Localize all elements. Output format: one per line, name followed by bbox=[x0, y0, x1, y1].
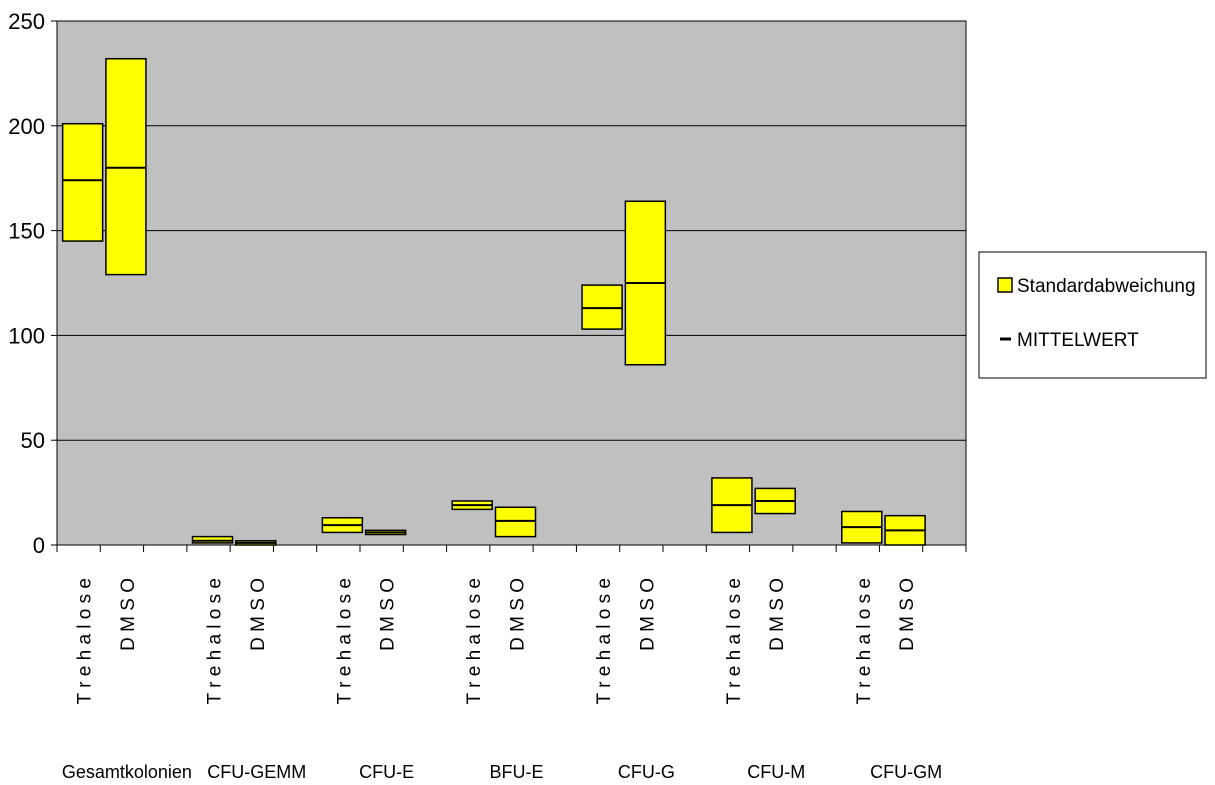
x-category-label: T r e h a l o s e bbox=[334, 578, 355, 704]
x-category-label: D M S O bbox=[248, 578, 269, 651]
y-tick-label: 50 bbox=[21, 428, 45, 453]
x-category-label: T r e h a l o s e bbox=[854, 578, 875, 704]
x-category-label: T r e h a l o s e bbox=[464, 578, 485, 704]
x-category-label: D M S O bbox=[767, 578, 788, 651]
x-category-label: T r e h a l o s e bbox=[594, 578, 615, 704]
y-tick-label: 150 bbox=[8, 219, 45, 244]
group-label: CFU-GEMM bbox=[207, 762, 306, 782]
x-category-label: D M S O bbox=[118, 578, 139, 651]
legend-box bbox=[978, 251, 1207, 379]
range-bars bbox=[61, 57, 926, 546]
x-category-label: T r e h a l o s e bbox=[75, 578, 96, 704]
gridlines bbox=[57, 20, 966, 546]
group-label: CFU-G bbox=[618, 762, 675, 782]
x-category-label: D M S O bbox=[897, 578, 918, 651]
range-bar bbox=[191, 535, 234, 544]
range-bar bbox=[581, 284, 623, 330]
x-category-label: D M S O bbox=[637, 578, 658, 651]
y-axis: 0 50 100 150 200 250 bbox=[8, 9, 58, 558]
range-bar bbox=[105, 57, 147, 276]
range-bar bbox=[494, 506, 537, 538]
x-category-label: T r e h a l o s e bbox=[724, 578, 745, 704]
y-tick-label: 0 bbox=[33, 533, 45, 558]
y-tick-label: 200 bbox=[8, 114, 45, 139]
plot-area bbox=[56, 20, 967, 546]
legend-mean-label: MITTELWERT bbox=[1017, 330, 1139, 351]
x-axis: T r e h a l o s e D M S O Gesamtkolonien T … bbox=[56, 545, 967, 782]
range-bar bbox=[61, 122, 104, 242]
legend-range-swatch bbox=[997, 277, 1013, 293]
x-category-label: T r e h a l o s e bbox=[205, 578, 226, 704]
x-category-label: D M S O bbox=[508, 578, 529, 651]
y-tick-label: 250 bbox=[8, 9, 45, 34]
legend: Standardabweichung MITTELWERT bbox=[978, 251, 1207, 379]
legend-range-label: Standardabweichung bbox=[1017, 276, 1196, 297]
group-label: CFU-E bbox=[359, 762, 414, 782]
group-label: Gesamtkolonien bbox=[62, 762, 192, 782]
x-category-label: D M S O bbox=[378, 578, 399, 651]
y-tick-label: 100 bbox=[8, 323, 45, 348]
group-label: CFU-GM bbox=[870, 762, 942, 782]
group-label: CFU-M bbox=[747, 762, 805, 782]
group-label: BFU-E bbox=[490, 762, 544, 782]
